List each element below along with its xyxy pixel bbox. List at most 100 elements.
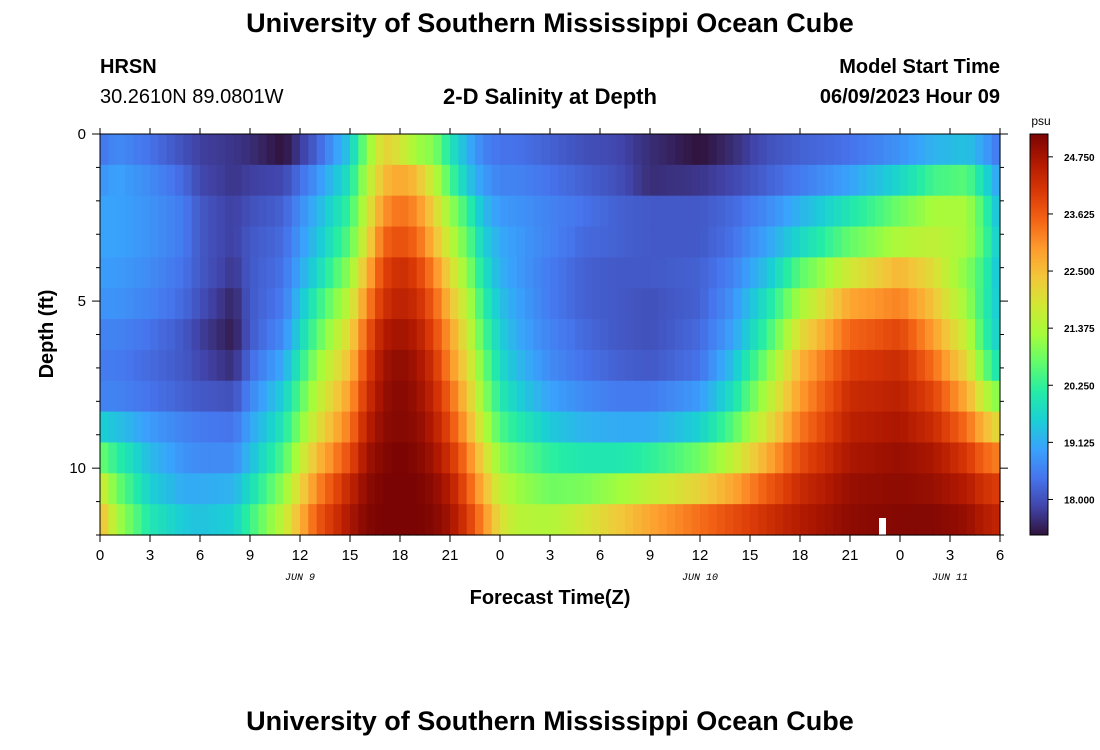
heatmap-cell — [575, 504, 584, 536]
heatmap-cell — [883, 134, 893, 166]
heatmap-cell — [550, 164, 559, 197]
heatmap-cell — [716, 504, 726, 536]
heatmap-cell — [883, 195, 893, 228]
heatmap-cell — [483, 380, 493, 413]
heatmap-cell — [541, 134, 551, 166]
heatmap-cell — [316, 226, 326, 258]
heatmap-cell — [841, 164, 851, 197]
heatmap-cell — [266, 411, 276, 444]
heatmap-cell — [883, 411, 893, 444]
heatmap-cell — [658, 442, 668, 474]
heatmap-cell — [508, 442, 518, 474]
x-tick-label: 21 — [842, 547, 859, 564]
heatmap-cell — [975, 473, 984, 505]
heatmap-cell — [258, 134, 268, 166]
heatmap-cell — [333, 442, 343, 474]
heatmap-cell — [508, 349, 518, 382]
heatmap-cell — [716, 380, 726, 413]
heatmap-cell — [591, 164, 601, 197]
heatmap-cell — [100, 504, 109, 536]
heatmap-cell — [308, 257, 318, 289]
heatmap-cell — [200, 442, 209, 474]
heatmap-cell — [975, 195, 984, 228]
heatmap-cell — [475, 349, 484, 382]
heatmap-cell — [608, 411, 618, 444]
heatmap-cell — [191, 319, 201, 351]
heatmap-cell — [866, 288, 876, 320]
heatmap-cell — [916, 195, 926, 228]
heatmap-cell — [791, 226, 801, 258]
heatmap-cell — [566, 164, 576, 197]
heatmap-cell — [800, 504, 809, 536]
heatmap-cell — [458, 195, 468, 228]
heatmap-cell — [375, 411, 384, 444]
heatmap-cell — [975, 411, 984, 444]
heatmap-cell — [150, 226, 159, 258]
heatmap-cell — [583, 195, 593, 228]
heatmap-cell — [233, 473, 243, 505]
heatmap-cell — [908, 134, 918, 166]
heatmap-cell — [933, 319, 943, 351]
heatmap-cell — [516, 226, 526, 258]
heatmap-cell — [183, 380, 193, 413]
heatmap-cell — [500, 473, 509, 505]
heatmap-cell — [366, 473, 376, 505]
heatmap-cell — [900, 134, 909, 166]
heatmap-cell — [308, 226, 318, 258]
heatmap-cell — [916, 349, 926, 382]
heatmap-cell — [750, 473, 759, 505]
heatmap-cell — [300, 257, 309, 289]
heatmap-cell — [675, 257, 684, 289]
heatmap-cell — [608, 504, 618, 536]
heatmap-cell — [125, 257, 134, 289]
heatmap-cell — [633, 349, 643, 382]
heatmap-cell — [641, 473, 651, 505]
heatmap-cell — [675, 319, 684, 351]
heatmap-cell — [408, 134, 418, 166]
heatmap-cell — [975, 380, 984, 413]
x-tick-label: 9 — [246, 547, 254, 564]
heatmap-cell — [366, 134, 376, 166]
heatmap-cell — [125, 195, 134, 228]
heatmap-cell — [216, 504, 226, 536]
heatmap-cell — [841, 134, 851, 166]
heatmap-cell — [975, 134, 984, 166]
heatmap-cell — [466, 257, 476, 289]
heatmap-cell — [200, 226, 209, 258]
heatmap-cell — [800, 349, 809, 382]
heatmap-cell — [500, 349, 509, 382]
heatmap-cell — [533, 380, 543, 413]
heatmap-cell — [500, 195, 509, 228]
heatmap-cell — [150, 195, 159, 228]
heatmap-cell — [250, 411, 259, 444]
heatmap-cell — [241, 442, 251, 474]
heatmap-cell — [233, 134, 243, 166]
heatmap-cell — [808, 288, 818, 320]
heatmap-cell — [491, 257, 501, 289]
heatmap-cell — [433, 134, 443, 166]
heatmap-cell — [466, 288, 476, 320]
heatmap-cell — [566, 349, 576, 382]
heatmap-cell — [258, 195, 268, 228]
y-tick-label: 10 — [69, 460, 86, 477]
heatmap-cell — [900, 257, 909, 289]
heatmap-cell — [141, 134, 151, 166]
heatmap-cell — [758, 226, 768, 258]
heatmap-cell — [525, 473, 534, 505]
heatmap-cell — [933, 257, 943, 289]
heatmap-cell — [516, 411, 526, 444]
heatmap-cell — [525, 349, 534, 382]
heatmap-cell — [741, 319, 751, 351]
heatmap-cell — [641, 288, 651, 320]
heatmap-cell — [533, 288, 543, 320]
heatmap-cell — [433, 226, 443, 258]
heatmap-cell — [250, 134, 259, 166]
heatmap-cell — [533, 442, 543, 474]
heatmap-cell — [416, 411, 426, 444]
heatmap-cell — [783, 288, 793, 320]
heatmap-cell — [250, 288, 259, 320]
heatmap-cell — [966, 473, 976, 505]
heatmap-cell — [183, 257, 193, 289]
heatmap-cell — [158, 504, 168, 536]
heatmap-cell — [858, 257, 868, 289]
